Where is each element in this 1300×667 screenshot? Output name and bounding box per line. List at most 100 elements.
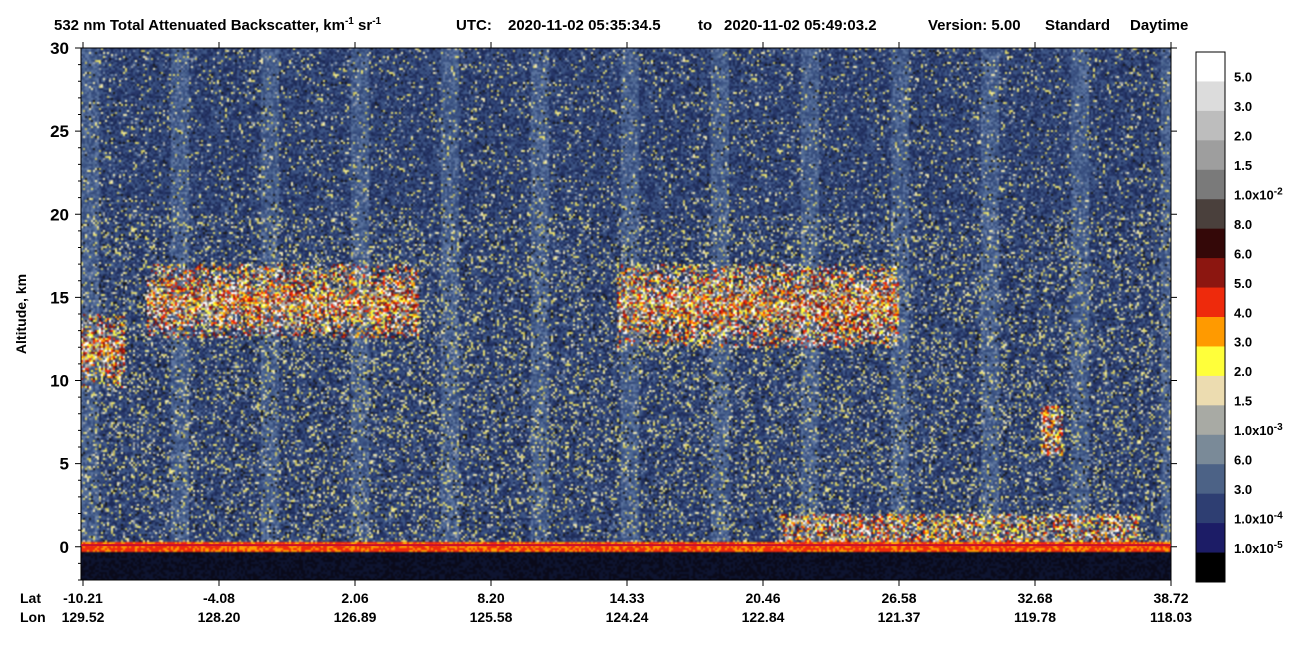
title-start-time: 2020-11-02 05:35:34.5: [508, 17, 661, 34]
x-tick-label-lat: 26.58: [881, 590, 916, 606]
title-version: Version: 5.00: [928, 17, 1021, 34]
x-tick-label-lat: 32.68: [1017, 590, 1052, 606]
colorbar-label-exponent: -5: [1274, 540, 1283, 551]
colorbar-swatch: [1196, 81, 1225, 112]
colorbar-label-mantissa: 6.0: [1234, 453, 1252, 468]
colorbar-label-mantissa: 2.0: [1234, 129, 1252, 144]
colorbar-swatch: [1196, 228, 1225, 259]
title-unit-mid: sr: [354, 17, 373, 34]
y-tick-label: 5: [60, 455, 69, 474]
colorbar-label: 1.5: [1234, 394, 1252, 409]
colorbar-swatch: [1196, 140, 1225, 171]
title-utc-label: UTC:: [456, 17, 492, 34]
x-tick-label-lon: 125.58: [470, 609, 513, 625]
x-tick-label-lat: 8.20: [477, 590, 504, 606]
x-tick-group: Lat Lon -10.21 129.52 -4.08 128.20 2.06 126.8…: [20, 42, 1192, 625]
y-tick-label: 20: [50, 205, 69, 224]
colorbar-label: 3.0: [1234, 335, 1252, 350]
title-end-time: 2020-11-02 05:49:03.2: [724, 17, 877, 34]
x-row-label-lat: Lat: [20, 590, 41, 606]
colorbar-swatch: [1196, 110, 1225, 141]
colorbar-label-mantissa: 3.0: [1234, 335, 1252, 350]
colorbar-frame: [1195, 51, 1226, 583]
chart-title: 532 nm Total Attenuated Backscatter, km-…: [54, 16, 1188, 34]
x-tick-label-lat: 38.72: [1153, 590, 1188, 606]
colorbar-label: 1.0x10-2: [1234, 187, 1283, 203]
colorbar-label-mantissa: 6.0: [1234, 246, 1252, 261]
colorbar-swatch: [1196, 493, 1225, 524]
y-axis-label: Altitude, km: [13, 274, 29, 354]
y-tick-label: 15: [50, 288, 69, 307]
colorbar-label-mantissa: 1.5: [1234, 158, 1252, 173]
y-tick-label: 30: [50, 39, 69, 58]
colorbar-label: 2.0: [1234, 129, 1252, 144]
colorbar-swatch: [1196, 434, 1225, 465]
x-tick-label-lon: 122.84: [742, 609, 785, 625]
colorbar-label-exponent: -4: [1274, 510, 1283, 521]
colorbar-label-mantissa: 1.5: [1234, 394, 1252, 409]
colorbar-label-mantissa: 1.0x10: [1234, 541, 1274, 556]
colorbar-label-mantissa: 5.0: [1234, 276, 1252, 291]
colorbar-label: 4.0: [1234, 305, 1252, 320]
colorbar-label-mantissa: 5.0: [1234, 70, 1252, 85]
title-unit-exp-1: -1: [345, 16, 354, 27]
colorbar-swatch: [1196, 523, 1225, 554]
colorbar-label-mantissa: 1.0x10: [1234, 188, 1274, 203]
colorbar-swatch: [1196, 405, 1225, 436]
colorbar-swatch: [1196, 52, 1225, 82]
colorbar-label: 1.5: [1234, 158, 1252, 173]
colorbar-label: 1.0x10-4: [1234, 510, 1283, 526]
x-tick-label-lat: -10.21: [63, 590, 103, 606]
colorbar-label: 8.0: [1234, 217, 1252, 232]
x-tick-label-lon: 121.37: [878, 609, 921, 625]
y-tick-label: 25: [50, 122, 69, 141]
colorbar-label: 5.0: [1234, 70, 1252, 85]
colorbar-label-mantissa: 2.0: [1234, 364, 1252, 379]
plot-frame: [80, 47, 1172, 581]
colorbar: 5.03.02.01.51.0x10-28.06.05.04.03.02.01.…: [1195, 51, 1283, 583]
colorbar-swatch: [1196, 258, 1225, 289]
colorbar-label-mantissa: 1.0x10: [1234, 423, 1274, 438]
colorbar-label: 3.0: [1234, 482, 1252, 497]
colorbar-label: 6.0: [1234, 246, 1252, 261]
x-tick-label-lon: 126.89: [334, 609, 377, 625]
y-tick-label: 0: [60, 538, 69, 557]
colorbar-swatch: [1196, 375, 1225, 406]
colorbar-swatch: [1196, 317, 1225, 347]
colorbar-swatch: [1196, 552, 1225, 583]
x-row-label-lon: Lon: [20, 609, 46, 625]
x-tick-label-lat: 14.33: [609, 590, 644, 606]
colorbar-label: 6.0: [1234, 453, 1252, 468]
colorbar-label-mantissa: 4.0: [1234, 305, 1252, 320]
colorbar-label-mantissa: 8.0: [1234, 217, 1252, 232]
colorbar-swatch: [1196, 287, 1225, 318]
title-prefix: 532 nm Total Attenuated Backscatter, km: [54, 17, 345, 34]
colorbar-label-exponent: -2: [1274, 187, 1283, 198]
title-to: to: [698, 17, 712, 34]
colorbar-label-mantissa: 1.0x10: [1234, 511, 1274, 526]
colorbar-label: 3.0: [1234, 99, 1252, 114]
colorbar-label-mantissa: 3.0: [1234, 482, 1252, 497]
colorbar-label-mantissa: 3.0: [1234, 99, 1252, 114]
colorbar-label: 2.0: [1234, 364, 1252, 379]
colorbar-label: 5.0: [1234, 276, 1252, 291]
colorbar-swatch: [1196, 464, 1225, 495]
colorbar-swatch: [1196, 169, 1225, 200]
colorbar-swatch: [1196, 346, 1225, 377]
colorbar-label-exponent: -3: [1274, 422, 1283, 433]
colorbar-label: 1.0x10-5: [1234, 540, 1283, 556]
colorbar-label: 1.0x10-3: [1234, 422, 1283, 438]
y-tick-group: 0 5 10 15 20 25 30: [50, 39, 1177, 581]
y-axis: Altitude, km 0 5 10 15 20 25 30: [13, 39, 1177, 581]
x-tick-label-lon: 118.03: [1150, 609, 1192, 625]
x-tick-label-lat: -4.08: [203, 590, 235, 606]
x-tick-label-lat: 20.46: [745, 590, 780, 606]
x-tick-label-lon: 128.20: [198, 609, 241, 625]
colorbar-swatch: [1196, 199, 1225, 230]
x-tick-label-lon: 129.52: [62, 609, 105, 625]
x-tick-label-lon: 124.24: [606, 609, 649, 625]
backscatter-heatmap: [81, 48, 1171, 580]
title-product: Standard: [1045, 17, 1110, 34]
y-tick-label: 10: [50, 372, 69, 391]
